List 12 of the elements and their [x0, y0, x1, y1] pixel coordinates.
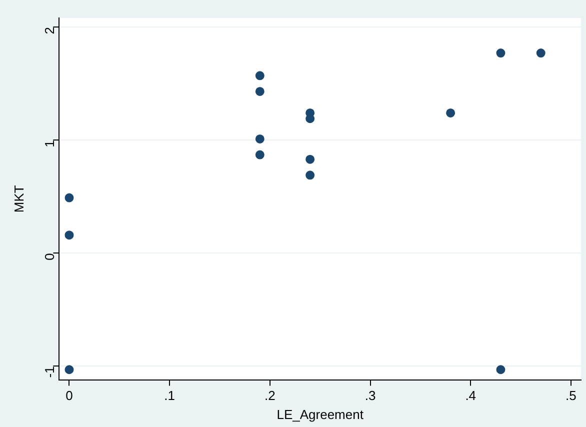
x-tick-label: .3: [364, 388, 376, 404]
y-tick-label: 1: [42, 140, 57, 148]
x-tick-label: 0: [66, 388, 73, 404]
x-tick-label: .2: [264, 388, 276, 404]
y-tick-label: 0: [42, 253, 57, 260]
y-tick-label: 2: [42, 27, 57, 34]
x-tick-label: .4: [465, 388, 476, 404]
y-axis-title: MKT: [11, 185, 26, 213]
x-tick-label: .5: [566, 388, 576, 404]
x-tick-label: .1: [164, 388, 176, 404]
y-tick-label: -1: [42, 366, 57, 378]
x-axis-title: LE_Agreement: [276, 406, 364, 422]
